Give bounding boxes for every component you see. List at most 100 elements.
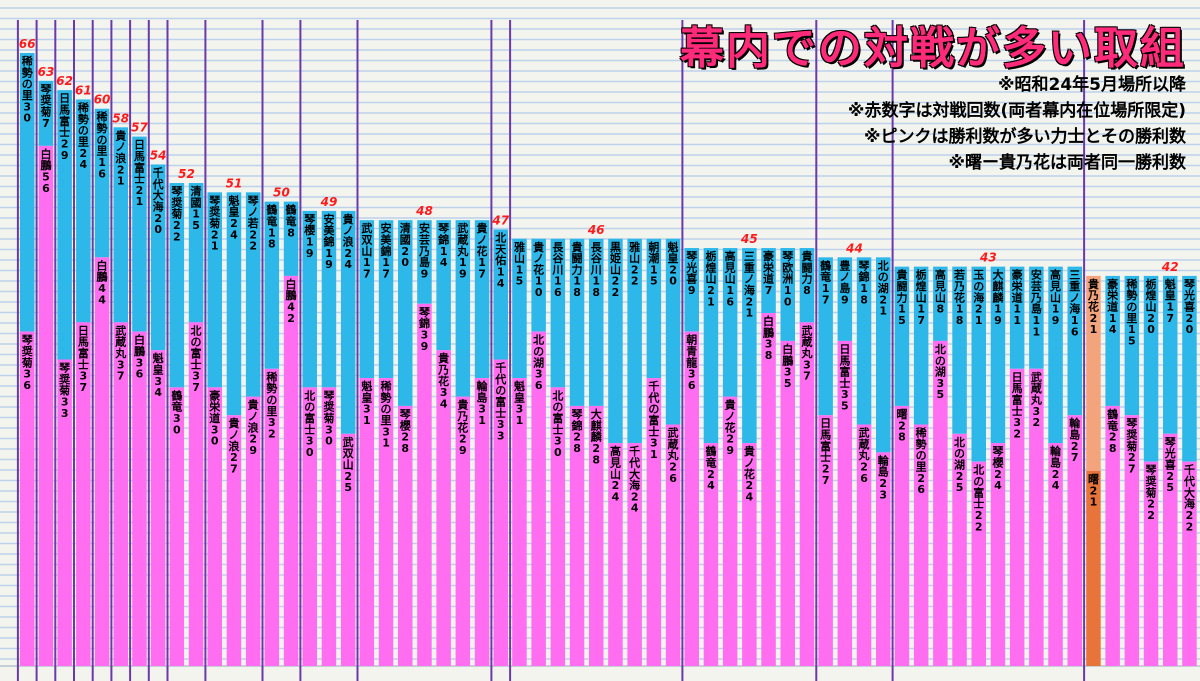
svg-text:勢: 勢 xyxy=(97,121,108,135)
svg-text:白: 白 xyxy=(763,314,774,328)
svg-text:代: 代 xyxy=(628,455,640,469)
svg-text:1: 1 xyxy=(956,303,964,316)
svg-text:蔵: 蔵 xyxy=(1031,381,1042,395)
svg-text:琴: 琴 xyxy=(1183,278,1195,291)
svg-text:2: 2 xyxy=(459,433,467,446)
svg-text:喜: 喜 xyxy=(1184,300,1195,314)
svg-text:士: 士 xyxy=(495,406,506,420)
svg-text:0: 0 xyxy=(669,275,677,288)
svg-text:8: 8 xyxy=(268,238,276,251)
svg-text:力: 力 xyxy=(801,272,812,286)
bar-segment-winner xyxy=(1182,461,1197,666)
svg-text:櫻: 櫻 xyxy=(991,455,1003,469)
bar-segment-winner xyxy=(1105,405,1120,666)
svg-text:湖: 湖 xyxy=(878,281,889,295)
svg-text:富: 富 xyxy=(820,439,831,453)
svg-text:琴: 琴 xyxy=(685,250,697,263)
svg-text:日: 日 xyxy=(78,324,89,337)
svg-text:千: 千 xyxy=(153,165,164,179)
svg-text:里: 里 xyxy=(22,89,33,102)
svg-text:2: 2 xyxy=(117,163,125,176)
svg-text:の: の xyxy=(973,475,984,488)
svg-text:5: 5 xyxy=(784,377,792,390)
svg-text:双: 双 xyxy=(361,234,372,247)
svg-text:琴: 琴 xyxy=(39,83,51,96)
svg-text:琴: 琴 xyxy=(58,362,70,375)
bar-segment-winner xyxy=(283,275,299,666)
svg-text:5: 5 xyxy=(650,275,658,288)
svg-text:1: 1 xyxy=(382,256,390,269)
bar-segment-winner xyxy=(76,322,91,666)
svg-text:0: 0 xyxy=(784,295,792,308)
svg-text:鵬: 鵬 xyxy=(96,270,108,284)
bar-segment-winner xyxy=(1009,368,1025,666)
bar-segment-loser xyxy=(742,248,757,444)
svg-text:里: 里 xyxy=(381,414,392,427)
svg-text:2: 2 xyxy=(631,263,639,276)
svg-text:2: 2 xyxy=(230,451,238,464)
svg-text:丸: 丸 xyxy=(456,244,469,258)
bar-segment-loser xyxy=(512,238,527,379)
svg-text:輪: 輪 xyxy=(1050,444,1062,458)
svg-text:0: 0 xyxy=(1186,323,1194,336)
svg-text:三: 三 xyxy=(744,250,755,263)
svg-text:煌: 煌 xyxy=(705,260,716,274)
svg-text:ノ: ノ xyxy=(744,273,755,286)
svg-text:日: 日 xyxy=(134,139,145,152)
svg-text:島: 島 xyxy=(477,390,488,404)
svg-text:琴: 琴 xyxy=(322,389,334,402)
svg-text:貴: 貴 xyxy=(438,351,449,365)
svg-text:0: 0 xyxy=(306,446,314,459)
svg-text:1: 1 xyxy=(192,208,200,221)
svg-text:3: 3 xyxy=(173,412,181,425)
bar-segment-loser xyxy=(799,248,815,323)
count-label: 51 xyxy=(226,176,243,190)
svg-text:錦: 錦 xyxy=(438,233,449,247)
bar-segment-winner xyxy=(780,340,795,666)
bar-segment-loser xyxy=(340,210,356,434)
svg-text:3: 3 xyxy=(117,358,125,371)
svg-text:代: 代 xyxy=(647,390,659,404)
svg-text:2: 2 xyxy=(592,442,600,455)
bar-segment-winner xyxy=(94,257,110,666)
svg-text:花: 花 xyxy=(438,374,449,388)
bar-segment-winner xyxy=(799,322,815,666)
svg-text:1: 1 xyxy=(98,156,106,169)
svg-text:の: の xyxy=(266,393,277,406)
svg-text:曙: 曙 xyxy=(896,408,907,421)
bar-segment-loser xyxy=(818,257,833,416)
svg-text:重: 重 xyxy=(1069,279,1080,293)
svg-text:島: 島 xyxy=(1050,455,1061,469)
svg-text:6: 6 xyxy=(42,182,50,195)
svg-text:3: 3 xyxy=(803,358,811,371)
bar-segment-winner xyxy=(608,443,623,666)
svg-text:鶴: 鶴 xyxy=(820,258,831,272)
svg-text:稀: 稀 xyxy=(97,110,108,124)
svg-text:4: 4 xyxy=(612,490,620,503)
svg-text:山: 山 xyxy=(916,290,927,304)
svg-text:道: 道 xyxy=(763,272,774,286)
svg-text:奨: 奨 xyxy=(322,400,335,414)
bar-segment-winner xyxy=(703,443,719,666)
svg-text:見: 見 xyxy=(1049,280,1061,293)
svg-text:5: 5 xyxy=(898,314,906,327)
svg-text:稀: 稀 xyxy=(78,100,89,114)
